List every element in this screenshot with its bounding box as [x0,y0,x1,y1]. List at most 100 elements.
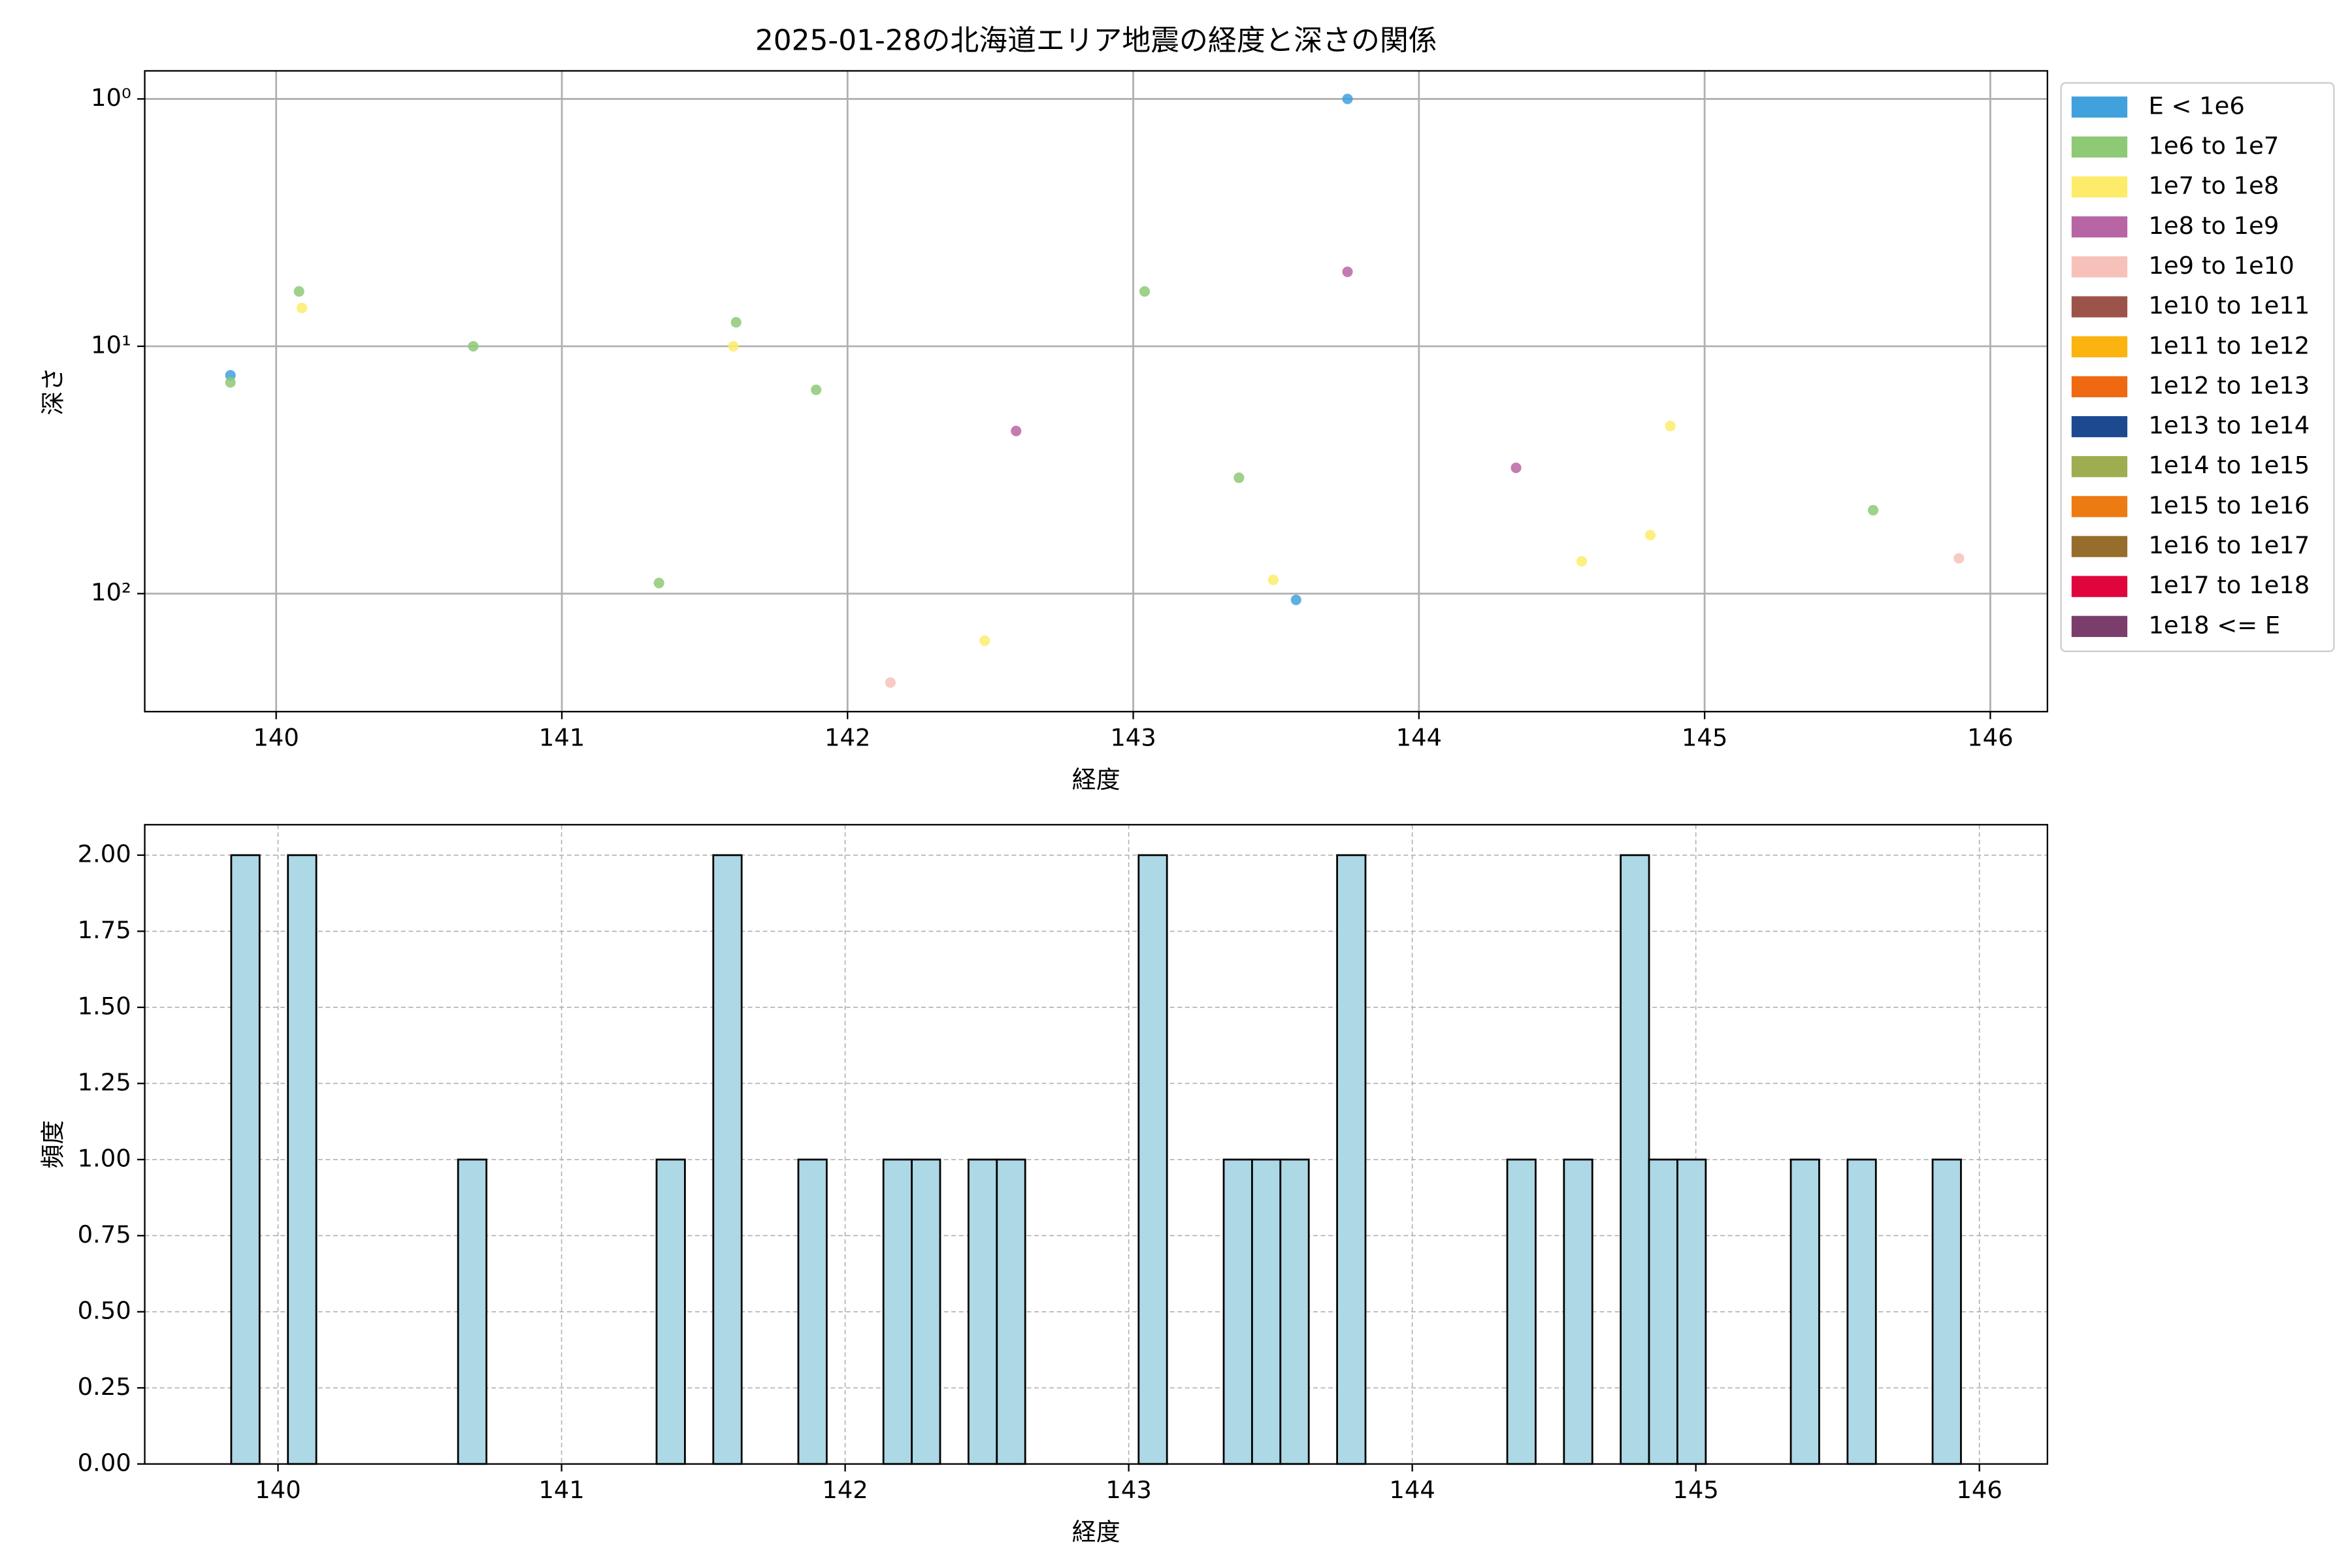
x-tick-label: 145 [1682,723,1727,751]
legend-swatch [2071,256,2128,278]
point [1665,420,1676,432]
point [979,635,990,646]
legend-label: 1e6 to 1e7 [2148,132,2279,160]
bar [1846,1158,1877,1465]
legend-swatch [2071,136,2128,158]
x-tick-label: 145 [1673,1476,1718,1504]
legend-label: 1e14 to 1e15 [2148,451,2310,480]
point [1953,553,1965,564]
x-tick-label: 146 [1956,1476,2002,1504]
point [811,384,822,395]
legend-swatch [2071,176,2128,198]
x-tick-label: 140 [255,1476,301,1504]
bar [996,1158,1026,1465]
point [1342,93,1353,105]
legend-swatch [2071,96,2128,118]
y-tick-label: 0.00 [78,1448,131,1477]
bar [712,854,743,1465]
point [468,340,479,352]
bar [1222,1158,1253,1465]
y-tick-label: 1.50 [78,992,131,1020]
bar [1279,1158,1310,1465]
legend-label: 1e15 to 1e16 [2148,491,2310,519]
legend-label: 1e9 to 1e10 [2148,252,2294,280]
legend-label: 1e17 to 1e18 [2148,571,2310,599]
point [1267,574,1279,585]
x-tick-label: 142 [825,723,870,751]
y-tick-label: 10⁰ [91,84,131,112]
legend-label: 1e8 to 1e9 [2148,212,2279,240]
x-tick-label: 141 [538,1476,584,1504]
legend-label: 1e13 to 1e14 [2148,412,2310,440]
legend-label: 1e12 to 1e13 [2148,371,2310,399]
plot-frame [144,824,2048,1465]
y-tick-label: 1.00 [78,1144,131,1172]
y-tick-label: 10² [91,578,131,606]
legend-swatch [2071,376,2128,398]
x-tick-label: 142 [822,1476,868,1504]
bar [911,1158,941,1465]
point [1290,595,1301,606]
chart-title: 2025-01-28の北海道エリア地震の経度と深さの関係 [755,24,1437,57]
bar [1789,1158,1820,1465]
point [225,377,236,388]
point [885,677,896,688]
y-tick-label: 1.75 [78,916,131,944]
y-tick-label: 10¹ [91,331,131,359]
bar [287,854,318,1465]
point [1233,472,1245,483]
bar [655,1158,686,1465]
bar [797,1158,828,1465]
y-tick-label: 0.25 [78,1373,131,1401]
point [1868,504,1879,516]
legend-label: E < 1e6 [2148,91,2244,120]
point [728,340,739,352]
y-axis-label: 深さ [39,367,67,416]
legend-swatch [2071,296,2128,318]
legend-swatch [2071,576,2128,597]
x-axis-label: 経度 [1072,1518,1120,1546]
y-axis-label: 頻度 [39,1120,67,1169]
bar [1506,1158,1537,1465]
x-tick-label: 143 [1105,1476,1151,1504]
point [296,302,308,314]
bar [1676,1158,1707,1465]
bar [1648,1158,1678,1465]
bar [1620,854,1650,1465]
bar [1251,1158,1282,1465]
bar [882,1158,913,1465]
point [293,286,304,297]
point [1511,462,1522,474]
x-tick-label: 140 [253,723,299,751]
bar [1563,1158,1593,1465]
legend-swatch [2071,456,2128,478]
y-tick-label: 0.75 [78,1220,131,1249]
legend-swatch [2071,536,2128,557]
legend-swatch [2071,416,2128,438]
x-axis-label: 経度 [1072,766,1120,794]
y-tick-label: 1.25 [78,1068,131,1096]
point [1011,425,1022,436]
legend-swatch [2071,216,2128,238]
x-tick-label: 144 [1396,723,1442,751]
point [1342,266,1353,278]
x-tick-label: 144 [1389,1476,1435,1504]
legend-label: 1e18 <= E [2148,611,2280,639]
x-tick-label: 143 [1110,723,1156,751]
legend-label: 1e7 to 1e8 [2148,172,2279,200]
point [1139,286,1151,297]
point [653,578,664,589]
legend-label: 1e10 to 1e11 [2148,291,2310,319]
legend-swatch [2071,336,2128,357]
x-tick-label: 146 [1967,723,2013,751]
x-tick-label: 141 [539,723,585,751]
point [1576,556,1588,567]
y-tick-label: 0.50 [78,1296,131,1324]
plot-frame [144,70,2048,713]
bar [457,1158,487,1465]
legend-swatch [2071,615,2128,637]
bar [967,1158,998,1465]
bar [1336,854,1367,1465]
